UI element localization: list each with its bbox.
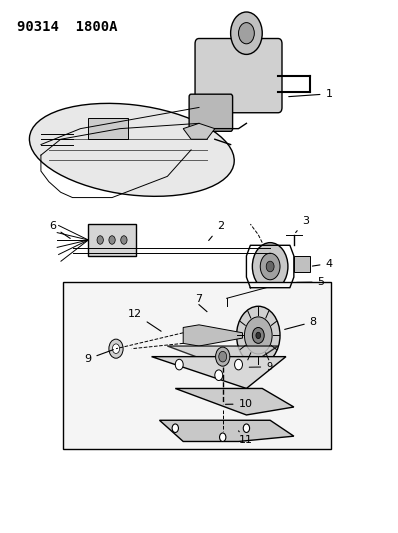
Circle shape <box>220 433 226 441</box>
Circle shape <box>219 351 227 362</box>
Bar <box>294 256 310 272</box>
Ellipse shape <box>29 103 234 196</box>
Circle shape <box>234 359 242 370</box>
Circle shape <box>109 339 123 358</box>
Bar <box>62 282 332 449</box>
Text: 3: 3 <box>296 216 309 232</box>
Text: 9: 9 <box>84 350 113 364</box>
Circle shape <box>260 253 280 280</box>
Text: 1: 1 <box>289 89 332 99</box>
Polygon shape <box>160 420 294 441</box>
Text: 2: 2 <box>209 221 224 240</box>
Text: 11: 11 <box>238 431 252 445</box>
Text: 12: 12 <box>128 309 161 331</box>
Bar <box>88 224 136 256</box>
Text: 6: 6 <box>49 221 70 238</box>
Circle shape <box>252 327 264 343</box>
Circle shape <box>215 370 223 381</box>
Circle shape <box>244 317 272 354</box>
Circle shape <box>172 424 178 432</box>
Text: 8: 8 <box>285 317 317 329</box>
Polygon shape <box>168 346 278 373</box>
Circle shape <box>216 347 230 366</box>
Text: 5: 5 <box>297 277 324 287</box>
Text: 10: 10 <box>226 399 252 409</box>
FancyBboxPatch shape <box>195 38 282 113</box>
Circle shape <box>113 344 119 353</box>
FancyBboxPatch shape <box>189 94 232 131</box>
Bar <box>88 118 128 139</box>
Circle shape <box>175 359 183 370</box>
Circle shape <box>252 243 288 290</box>
Circle shape <box>121 236 127 244</box>
Circle shape <box>230 12 262 54</box>
Text: 4: 4 <box>312 259 333 269</box>
Polygon shape <box>183 325 242 346</box>
Text: 7: 7 <box>195 294 203 304</box>
Text: 90314  1800A: 90314 1800A <box>17 20 118 34</box>
Polygon shape <box>152 357 286 389</box>
Circle shape <box>236 306 280 365</box>
Circle shape <box>97 236 103 244</box>
Circle shape <box>256 332 261 338</box>
Circle shape <box>109 236 115 244</box>
Circle shape <box>238 22 254 44</box>
Polygon shape <box>183 123 215 139</box>
Polygon shape <box>175 389 294 415</box>
Circle shape <box>266 261 274 272</box>
Text: 9: 9 <box>249 362 272 372</box>
Circle shape <box>243 424 250 432</box>
